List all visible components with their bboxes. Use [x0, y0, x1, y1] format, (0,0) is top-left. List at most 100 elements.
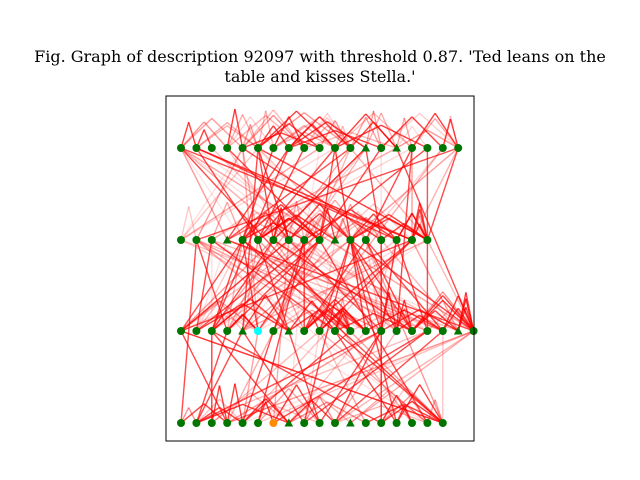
edge-link — [180, 147, 244, 241]
edge-link — [241, 239, 259, 332]
edge-arc — [249, 116, 274, 149]
graph-node-triangle — [346, 418, 355, 427]
edge-link — [426, 147, 459, 241]
graph-node — [392, 419, 401, 427]
edge-arc — [180, 403, 205, 424]
graph-node — [346, 236, 355, 244]
graph-node — [423, 419, 432, 427]
edge-link — [242, 330, 351, 424]
edge-arc — [334, 120, 352, 149]
graph-node — [392, 327, 401, 335]
edge-arc — [272, 124, 305, 149]
edge-arc — [272, 384, 298, 424]
edge-link — [196, 147, 413, 241]
graph-node — [392, 236, 401, 244]
graph-node — [361, 327, 370, 335]
edge-link — [257, 147, 351, 241]
graph-node — [254, 236, 262, 244]
edge-arc — [288, 129, 336, 149]
edge-arc — [226, 307, 259, 332]
graph-node — [315, 144, 324, 152]
edge-arc — [265, 110, 275, 149]
edge-arc — [196, 303, 243, 332]
edge-arc — [380, 124, 428, 149]
edge-link — [196, 239, 336, 332]
edge-link — [180, 239, 198, 424]
edge-link — [180, 330, 228, 424]
edge-arc — [241, 124, 251, 149]
edges-group — [180, 108, 475, 424]
edge-arc — [349, 393, 367, 424]
graph-node — [223, 327, 232, 335]
edge-arc — [226, 108, 236, 149]
edge-arc — [365, 116, 382, 149]
graph-node — [408, 236, 416, 244]
edge-arc — [334, 303, 352, 332]
edge-link — [242, 239, 321, 332]
edge-link — [303, 147, 367, 241]
graph-node — [438, 144, 447, 152]
edge-arc — [334, 112, 374, 149]
graph-node — [331, 144, 339, 152]
edge-arc — [226, 201, 244, 241]
edge-arc — [365, 110, 375, 149]
graph-node-triangle — [284, 418, 294, 427]
edge-arc — [234, 108, 244, 149]
graph-node — [238, 236, 247, 244]
edge-arc — [303, 112, 328, 149]
edge-arc — [211, 117, 244, 149]
nodes-group — [177, 143, 478, 427]
edge-link — [334, 330, 444, 424]
graph-node — [254, 144, 262, 152]
edge-arc — [303, 112, 351, 149]
edge-arc — [311, 300, 336, 332]
graph-node-triangle — [453, 326, 463, 335]
edge-arc — [265, 294, 290, 332]
edge-arc — [273, 309, 313, 332]
edge-arc — [218, 385, 228, 424]
graph-node — [377, 419, 386, 427]
edge-arc — [273, 131, 305, 149]
graph-node — [331, 327, 339, 335]
edge-link — [365, 239, 444, 332]
edge-arc — [403, 403, 444, 424]
edge-link — [319, 330, 428, 424]
edge-link — [272, 239, 398, 332]
edge-arc — [242, 109, 274, 149]
edge-link — [349, 239, 398, 424]
edge-link — [211, 330, 290, 424]
graph-node — [254, 419, 262, 427]
graph-node — [377, 236, 386, 244]
edge-link — [257, 147, 305, 241]
edge-link — [242, 239, 444, 424]
graph-node-triangle — [392, 143, 401, 152]
edge-arc — [188, 122, 198, 149]
edge-link — [411, 239, 459, 332]
edge-arc — [372, 121, 398, 149]
edge-arc — [380, 394, 398, 424]
edge-link — [318, 330, 367, 424]
chart-title: Fig. Graph of description 92097 with thr… — [0, 47, 640, 87]
graph-node — [207, 419, 216, 427]
edge-link — [349, 239, 398, 332]
edge-arc — [334, 113, 367, 149]
edge-arc — [288, 217, 321, 241]
graph-node — [315, 419, 324, 427]
graph-node — [438, 419, 447, 427]
edge-link — [180, 239, 305, 332]
edge-arc — [465, 298, 475, 332]
edge-link — [195, 147, 428, 332]
edge-arc — [242, 294, 267, 332]
edge-arc — [195, 125, 228, 149]
plot-frame — [165, 95, 475, 442]
graph-node — [315, 236, 324, 244]
edge-arc — [350, 131, 397, 149]
edge-arc — [288, 203, 321, 241]
edge-arc — [434, 399, 444, 424]
edge-link — [365, 147, 382, 241]
graph-node — [192, 144, 201, 152]
edge-arc — [249, 124, 259, 149]
edge-link — [180, 147, 351, 332]
edge-arc — [411, 215, 421, 241]
edge-link — [195, 147, 244, 241]
